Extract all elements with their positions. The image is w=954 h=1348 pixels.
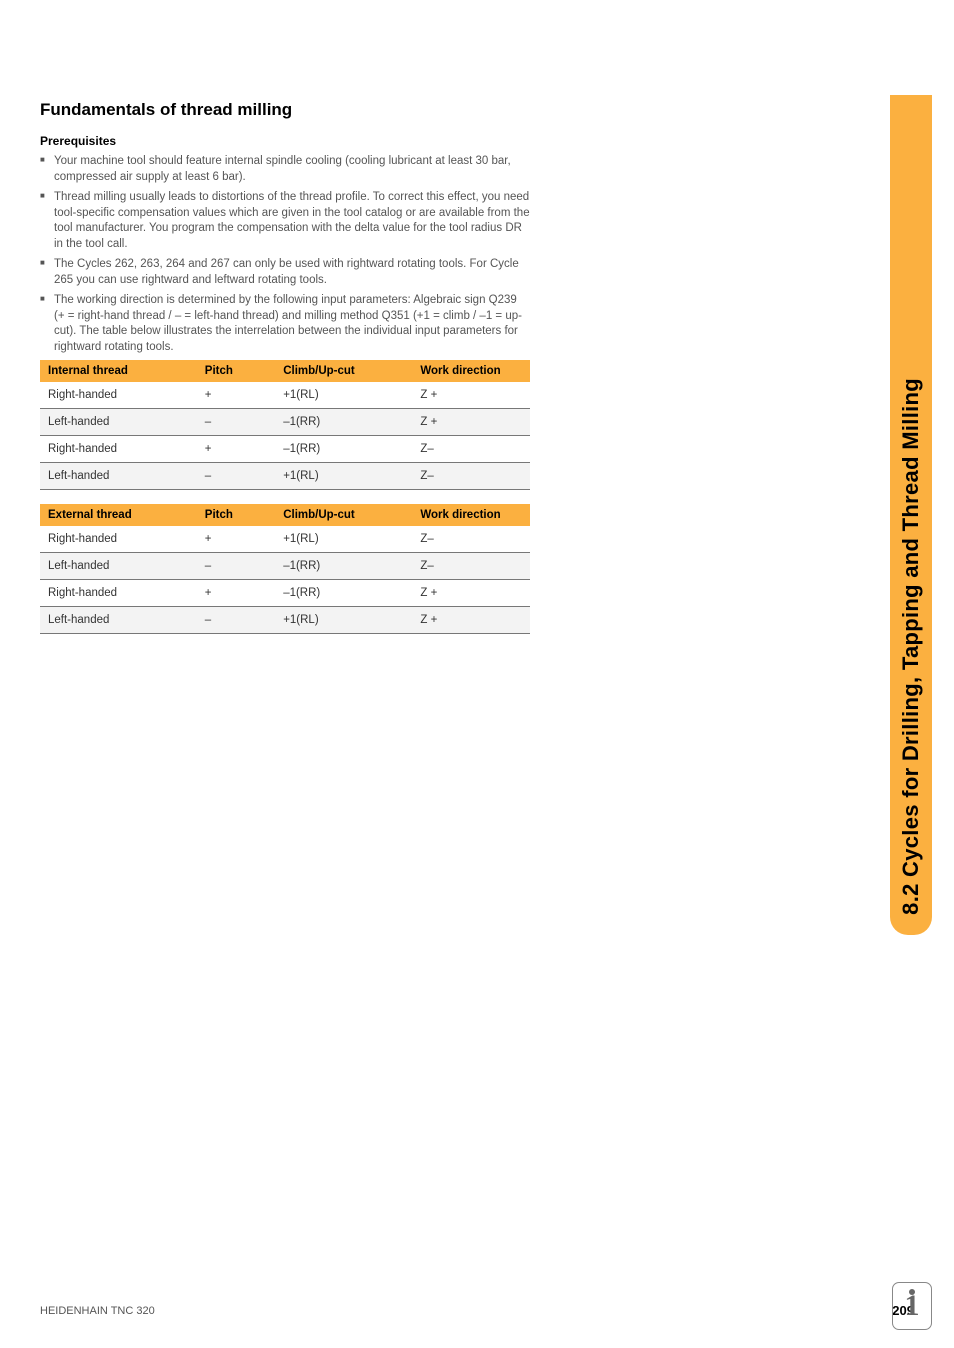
table-row: Right-handed + +1(RL) Z +	[40, 382, 530, 409]
table-cell: Z +	[412, 607, 530, 634]
external-thread-table: External thread Pitch Climb/Up-cut Work …	[40, 504, 530, 634]
table-row: Left-handed – +1(RL) Z–	[40, 463, 530, 490]
info-icon-dot	[909, 1289, 915, 1295]
table-header: Internal thread	[40, 360, 197, 382]
table-cell: Right-handed	[40, 580, 197, 607]
side-tab-label: 8.2 Cycles for Drilling, Tapping and Thr…	[898, 378, 924, 915]
table-header: Work direction	[412, 360, 530, 382]
table-cell: Left-handed	[40, 409, 197, 436]
table-cell: Z–	[412, 526, 530, 553]
section-heading: Fundamentals of thread milling	[40, 100, 530, 120]
table-header: External thread	[40, 504, 197, 526]
table-cell: +	[197, 526, 275, 553]
table-row: Left-handed – –1(RR) Z–	[40, 553, 530, 580]
table-cell: Z–	[412, 463, 530, 490]
table-cell: Z–	[412, 436, 530, 463]
table-cell: –	[197, 463, 275, 490]
table-cell: +	[197, 436, 275, 463]
table-cell: Right-handed	[40, 382, 197, 409]
table-cell: –	[197, 409, 275, 436]
table-cell: +	[197, 382, 275, 409]
info-icon: 1	[892, 1282, 932, 1330]
table-row: Left-handed – +1(RL) Z +	[40, 607, 530, 634]
table-cell: +1(RL)	[275, 463, 412, 490]
table-cell: Z +	[412, 409, 530, 436]
list-item: The working direction is determined by t…	[40, 293, 530, 355]
table-cell: –1(RR)	[275, 436, 412, 463]
side-tab: 8.2 Cycles for Drilling, Tapping and Thr…	[890, 95, 932, 935]
table-header: Pitch	[197, 504, 275, 526]
table-cell: –	[197, 607, 275, 634]
table-cell: Z–	[412, 553, 530, 580]
table-cell: +	[197, 580, 275, 607]
table-row: Right-handed + –1(RR) Z +	[40, 580, 530, 607]
table-row: Right-handed + –1(RR) Z–	[40, 436, 530, 463]
table-cell: –1(RR)	[275, 553, 412, 580]
table-header: Work direction	[412, 504, 530, 526]
prerequisites-list: Your machine tool should feature interna…	[40, 154, 530, 355]
list-item: Thread milling usually leads to distorti…	[40, 190, 530, 252]
table-cell: Z +	[412, 382, 530, 409]
prerequisites-heading: Prerequisites	[40, 134, 530, 148]
table-cell: +1(RL)	[275, 607, 412, 634]
table-header: Pitch	[197, 360, 275, 382]
table-cell: –	[197, 553, 275, 580]
table-cell: Z +	[412, 580, 530, 607]
table-row: Right-handed + +1(RL) Z–	[40, 526, 530, 553]
footer-product: HEIDENHAIN TNC 320	[40, 1305, 155, 1317]
table-cell: Left-handed	[40, 463, 197, 490]
table-header: Climb/Up-cut	[275, 504, 412, 526]
table-header: Climb/Up-cut	[275, 360, 412, 382]
list-item: Your machine tool should feature interna…	[40, 154, 530, 185]
table-cell: Left-handed	[40, 553, 197, 580]
table-cell: Right-handed	[40, 526, 197, 553]
list-item: The Cycles 262, 263, 264 and 267 can onl…	[40, 257, 530, 288]
table-row: Left-handed – –1(RR) Z +	[40, 409, 530, 436]
page-footer: HEIDENHAIN TNC 320 209	[40, 1303, 932, 1318]
table-cell: Left-handed	[40, 607, 197, 634]
table-cell: Right-handed	[40, 436, 197, 463]
internal-thread-table: Internal thread Pitch Climb/Up-cut Work …	[40, 360, 530, 490]
table-cell: –1(RR)	[275, 409, 412, 436]
table-cell: +1(RL)	[275, 382, 412, 409]
table-cell: +1(RL)	[275, 526, 412, 553]
table-cell: –1(RR)	[275, 580, 412, 607]
